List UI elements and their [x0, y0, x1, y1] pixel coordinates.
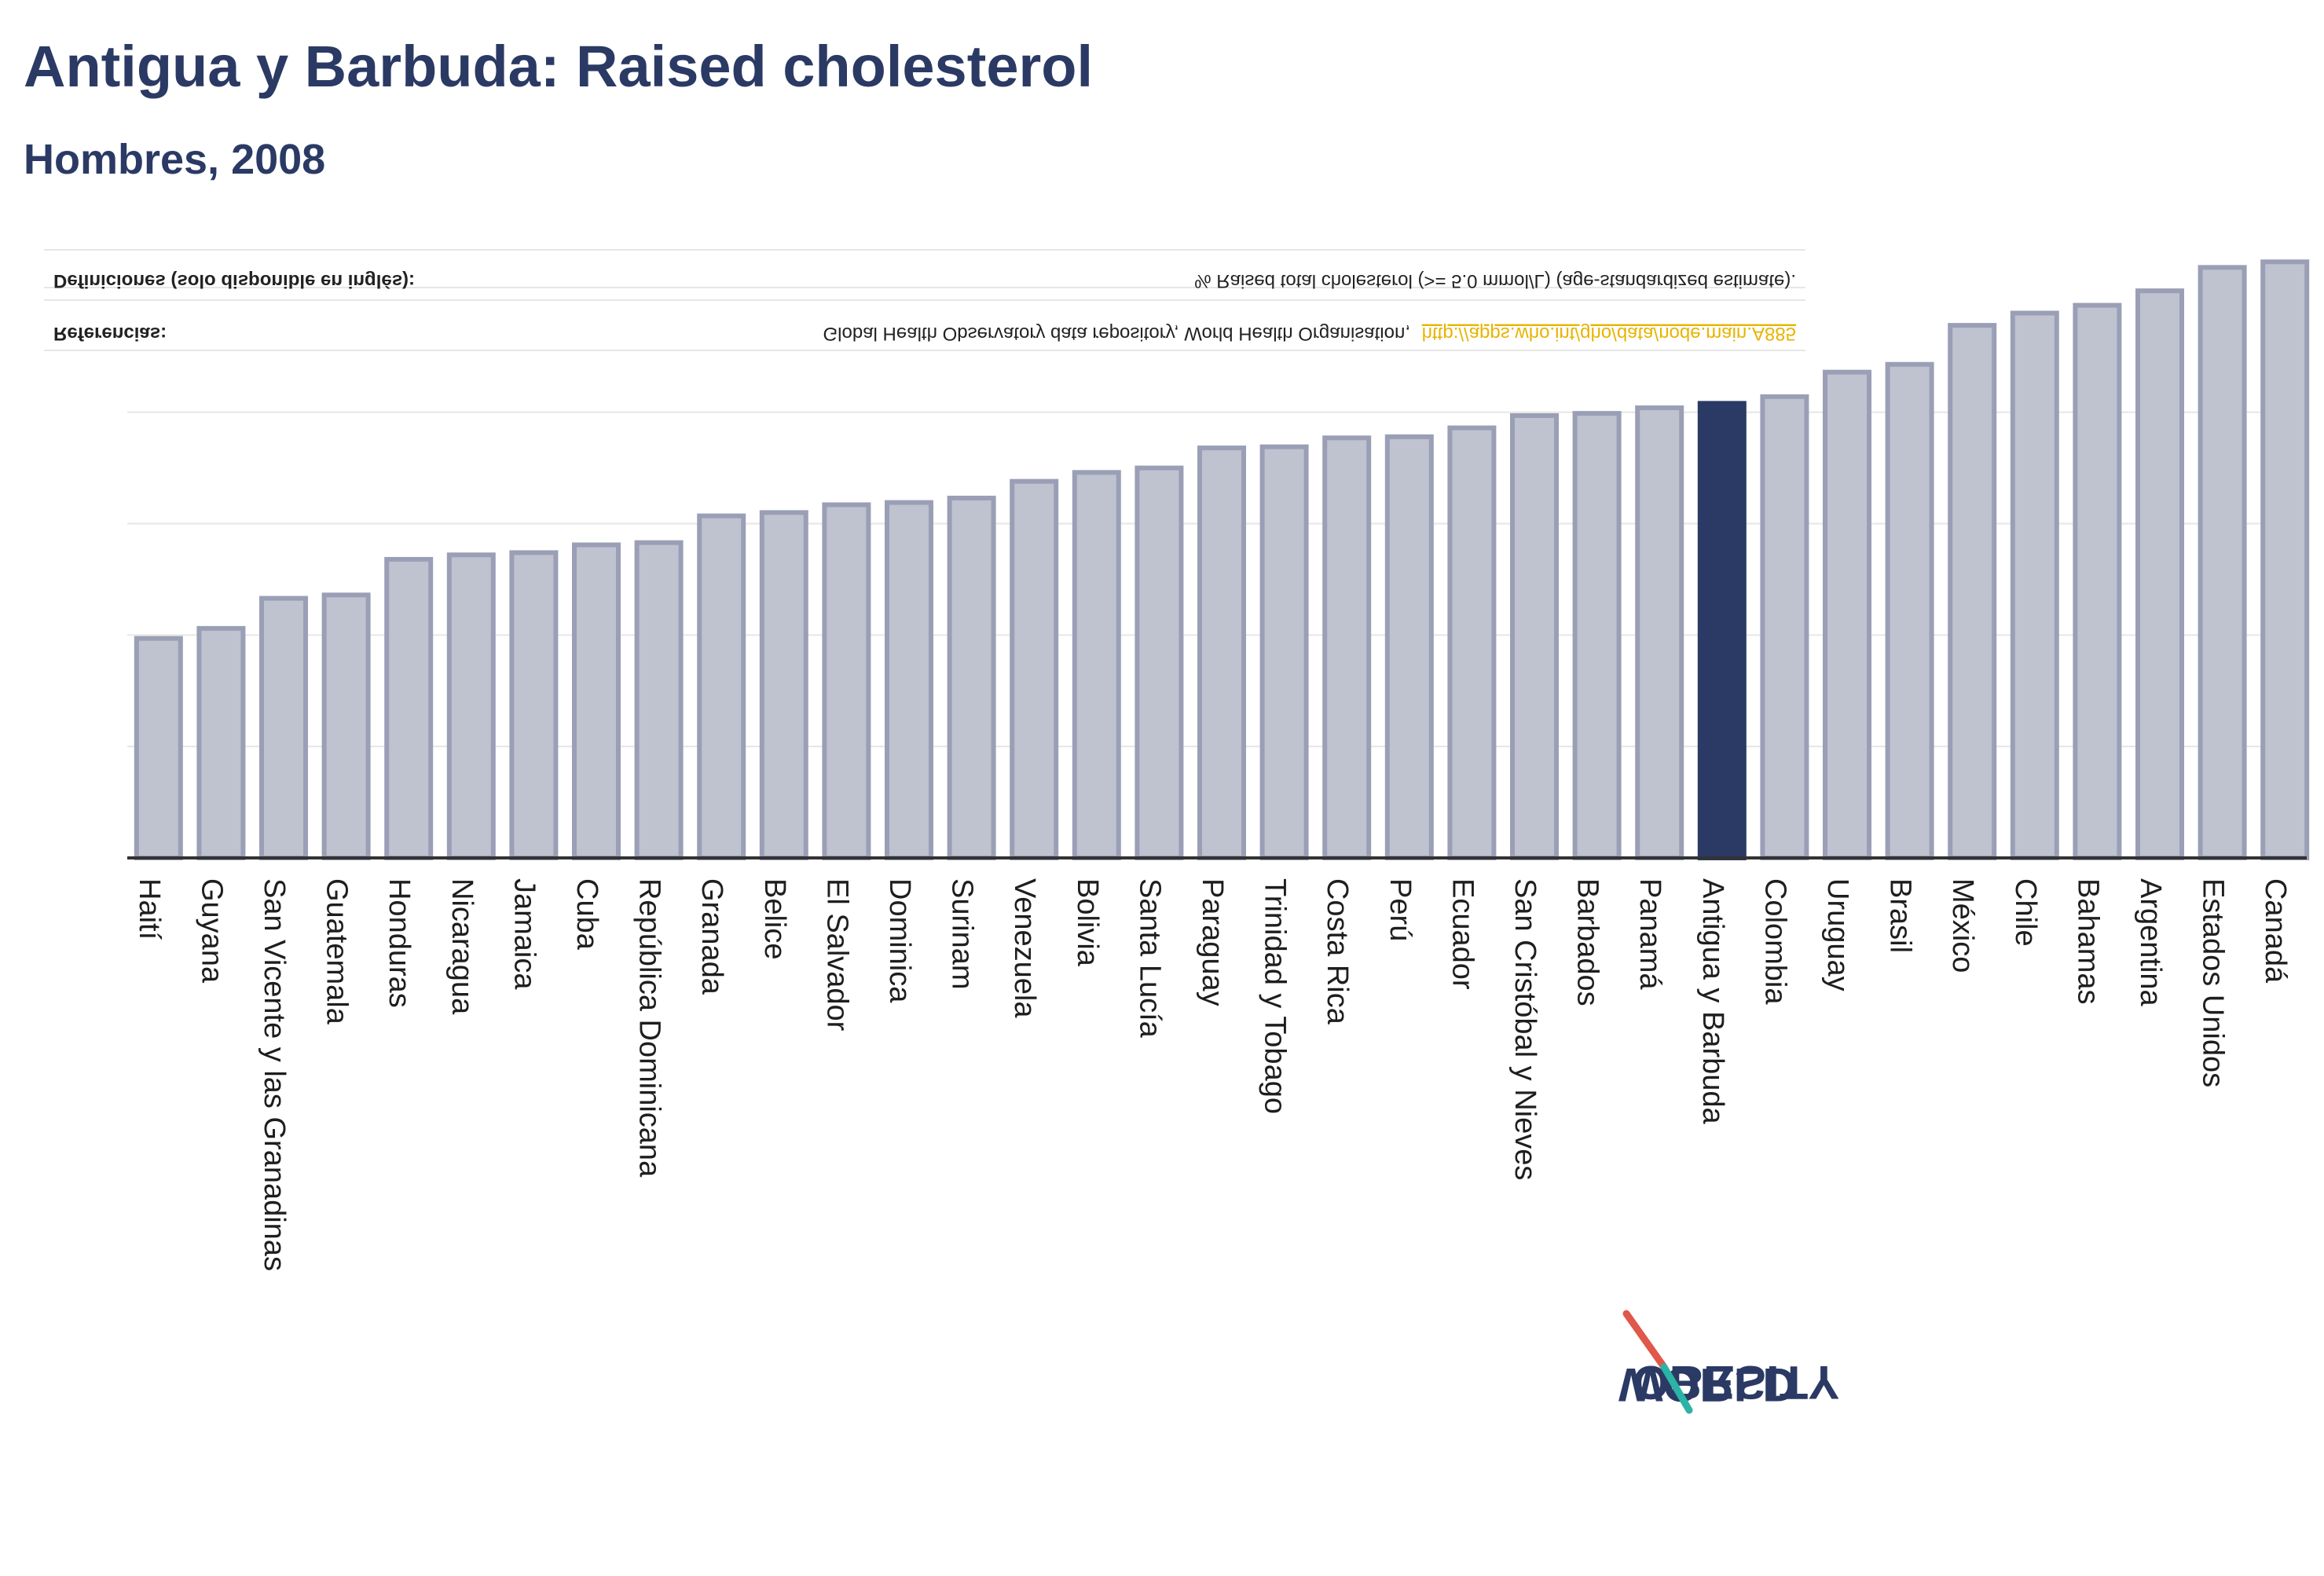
category-label: Ecuador: [1446, 878, 1479, 990]
bar: [1948, 323, 1997, 861]
category-label: Nicaragua: [445, 878, 478, 1015]
category-label: Estados Unidos: [2197, 878, 2230, 1087]
bar: [1823, 369, 1871, 860]
category-label: Santa Lucía: [1133, 878, 1166, 1039]
category-label: Cuba: [570, 878, 603, 951]
category-label: Bahamas: [2071, 878, 2104, 1005]
bar: [885, 500, 933, 860]
bar: [196, 625, 246, 860]
bar: [2260, 259, 2310, 861]
category-label: Antigua y Barbuda: [1696, 878, 1729, 1125]
bar: [1072, 470, 1121, 860]
category-label: Belice: [758, 878, 791, 960]
category-label: Colombia: [1758, 878, 1791, 1005]
category-label: Bolivia: [1071, 878, 1104, 967]
references-link[interactable]: http://apps.who.int/gho/data/node.main.A…: [1422, 323, 1796, 344]
bar: [2135, 288, 2184, 860]
category-labels: Haití Guyana San Vicente y las Granadinas G…: [133, 878, 2292, 1271]
category-label: Chile: [2009, 878, 2042, 947]
category-label: República Dominicana: [633, 878, 666, 1178]
bar: [1447, 425, 1497, 860]
category-label: Dominica: [883, 878, 916, 1003]
category-label: Barbados: [1571, 878, 1604, 1006]
references-text: Global Health Observatory data repositor…: [823, 323, 1410, 344]
bar: [1010, 478, 1059, 860]
bar: [259, 596, 308, 861]
definitions-label: Definiciones (solo disponible en inglés)…: [53, 270, 415, 291]
logo-slash-teal: [1660, 1363, 1693, 1414]
references-label: Referencias:: [53, 323, 167, 344]
bar: [1135, 465, 1184, 860]
category-label: Granada: [695, 878, 728, 995]
category-label: Surinam: [946, 878, 979, 990]
bar: [697, 513, 746, 860]
chart-subtitle: Hombres, 2008: [24, 136, 326, 183]
category-label: Honduras: [383, 878, 416, 1008]
category-label: Uruguay: [1821, 878, 1854, 991]
svg-text:Global Health Observatory data: Global Health Observatory data repositor…: [823, 323, 1796, 344]
bar: [2073, 302, 2122, 860]
bar: [2010, 310, 2059, 860]
category-label: Paraguay: [1196, 878, 1229, 1006]
bar: [572, 542, 621, 860]
logo-slash-red: [1622, 1310, 1668, 1371]
category-label: Panamá: [1633, 878, 1666, 990]
bar: [1322, 435, 1372, 860]
category-label: México: [1946, 878, 1979, 973]
bar: [1259, 444, 1309, 860]
bar: [446, 552, 496, 860]
bar: [759, 510, 808, 860]
logo-line2: WORLD: [1618, 1358, 1797, 1411]
logo-line1: OBESITY: [1633, 1356, 1839, 1409]
bar: [1197, 445, 1246, 860]
bar: [634, 540, 684, 860]
category-label: Costa Rica: [1321, 878, 1354, 1025]
bar: [822, 502, 871, 860]
bar: [134, 636, 183, 860]
category-label: Haití: [133, 878, 166, 940]
category-label: Trinidad y Tobago: [1259, 878, 1292, 1114]
bar: [947, 495, 996, 860]
category-label: Guatemala: [321, 878, 354, 1025]
category-label: San Vicente y las Granadinas: [258, 878, 291, 1271]
category-label: El Salvador: [820, 878, 853, 1032]
bar: [1572, 411, 1622, 860]
bar: [509, 550, 559, 860]
category-label: San Cristóbal y Nieves: [1508, 878, 1541, 1180]
bars: [134, 259, 2310, 861]
bar-highlight: [1697, 401, 1747, 860]
bar: [321, 592, 371, 860]
category-label: Guyana: [195, 878, 228, 984]
category-label: Perú: [1384, 878, 1417, 941]
notes-table: Definiciones (solo disponible en inglés)…: [44, 249, 1805, 351]
bar: [384, 556, 434, 860]
category-label: Canadá: [2259, 878, 2292, 984]
bar: [1885, 361, 1934, 860]
bar: [1760, 394, 1809, 860]
chart-title: Antigua y Barbuda: Raised cholesterol: [24, 34, 1094, 99]
category-label: Jamaica: [508, 878, 541, 990]
bar: [1510, 412, 1559, 860]
category-label: Venezuela: [1008, 878, 1041, 1018]
bar: [2198, 265, 2247, 860]
bar: [1384, 434, 1434, 860]
definitions-text: % Raised total cholesterol (>= 5.0 mmol/…: [1194, 270, 1796, 291]
category-label: Brasil: [1884, 878, 1917, 953]
category-label: Argentina: [2134, 878, 2167, 1007]
world-obesity-logo: OBESITY WORLD: [1618, 1310, 1839, 1414]
bar: [1635, 405, 1684, 860]
